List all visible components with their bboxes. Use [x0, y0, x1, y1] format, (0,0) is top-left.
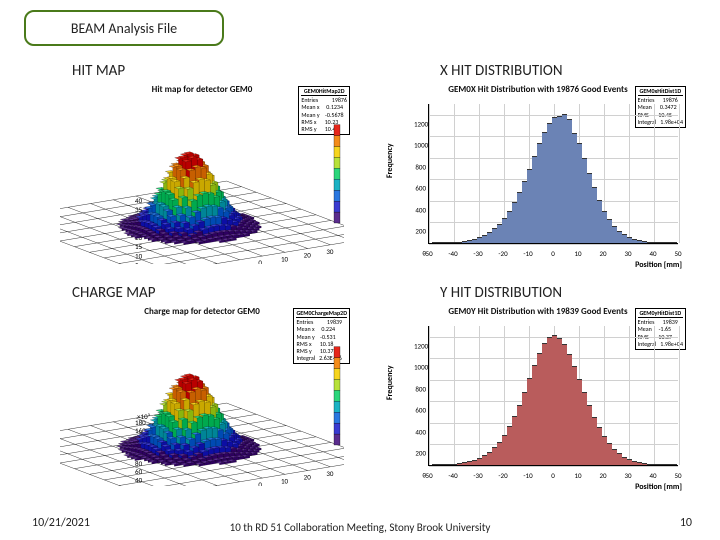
hist-area: [428, 104, 678, 244]
ytick: 1000: [414, 363, 426, 372]
ytick: 400: [414, 427, 426, 436]
svg-text:40: 40: [135, 475, 143, 484]
svg-text:40: 40: [135, 196, 143, 205]
ytick: 200: [414, 449, 426, 458]
xtick: -20: [498, 471, 507, 480]
svg-text:30: 30: [326, 247, 334, 256]
xhist-plot: GEM0X Hit Distribution with 19876 Good E…: [388, 84, 688, 272]
xtick: -10: [523, 249, 532, 258]
analysis-file-tag: BEAM Analysis File: [24, 10, 224, 46]
xtick: -30: [473, 249, 482, 258]
surface-svg: 0510152025303540-50-40-30-20-10010203040…: [60, 100, 344, 264]
xtick: 30: [624, 471, 631, 480]
surface-svg: 020406080100120140160180-50-40-30-20-100…: [60, 322, 344, 486]
ytick: 600: [414, 184, 426, 193]
ytick: 800: [414, 384, 426, 393]
xtick: 0: [551, 249, 555, 258]
svg-text:0: 0: [258, 480, 262, 486]
xtick: 10: [574, 471, 581, 480]
svg-text:15: 15: [135, 242, 143, 251]
xtick: -50: [423, 249, 432, 258]
svg-text:20: 20: [304, 473, 312, 482]
xtick: -40: [448, 249, 457, 258]
xtick: 50: [674, 471, 681, 480]
xtick: -50: [423, 471, 432, 480]
xtick: -40: [448, 471, 457, 480]
footer-page: 10: [680, 516, 692, 530]
x-axis-label: Position [mm]: [635, 482, 682, 492]
xtick: 20: [599, 249, 606, 258]
xtick: -20: [498, 249, 507, 258]
svg-text:10: 10: [281, 476, 289, 485]
ytick: 800: [414, 162, 426, 171]
svg-text:10: 10: [281, 254, 289, 263]
svg-text:60: 60: [135, 467, 143, 476]
svg-text:20: 20: [304, 251, 312, 260]
svg-text:-10: -10: [236, 484, 246, 486]
chargemap-plot: Charge map for detector GEM0GEM0ChargeMa…: [52, 306, 352, 494]
ytick: 200: [414, 227, 426, 236]
svg-text:0: 0: [258, 258, 262, 264]
x-axis-label: Position [mm]: [635, 260, 682, 270]
xtick: 30: [624, 249, 631, 258]
hist-bar: [672, 464, 677, 465]
ytick: 600: [414, 406, 426, 415]
svg-text:5: 5: [135, 261, 139, 264]
xtick: 40: [649, 249, 656, 258]
svg-text:30: 30: [326, 469, 334, 478]
hitmap-plot: Hit map for detector GEM0GEM0HitMap2DEnt…: [52, 84, 352, 272]
y-axis-label: Frequency: [385, 366, 395, 401]
footer-center: 10 th RD 51 Collaboration Meeting, Stony…: [230, 521, 491, 534]
xtick: -10: [523, 471, 532, 480]
yhist-title: Y HIT DISTRIBUTION: [440, 284, 562, 302]
svg-text:×10³: ×10³: [137, 412, 151, 421]
svg-text:-10: -10: [236, 262, 246, 264]
ytick: 1200: [414, 119, 426, 128]
ytick: 1000: [414, 141, 426, 150]
chargemap-title: CHARGE MAP: [72, 284, 155, 302]
xtick: 20: [599, 471, 606, 480]
xtick: 50: [674, 249, 681, 258]
footer-date: 10/21/2021: [32, 516, 90, 530]
xtick: 10: [574, 249, 581, 258]
hist-area: [428, 326, 678, 466]
yhist-plot: GEM0Y Hit Distribution with 19839 Good E…: [388, 306, 688, 494]
ytick: 400: [414, 205, 426, 214]
hist-bar: [672, 242, 677, 243]
y-axis-label: Frequency: [385, 144, 395, 179]
svg-text:10: 10: [135, 251, 143, 260]
xtick: -30: [473, 471, 482, 480]
xtick: 0: [551, 471, 555, 480]
ytick: 1200: [414, 341, 426, 350]
hitmap-title: HIT MAP: [72, 62, 125, 80]
xtick: 40: [649, 471, 656, 480]
analysis-file-label: BEAM Analysis File: [71, 20, 177, 37]
xhist-title: X HIT DISTRIBUTION: [440, 62, 563, 80]
